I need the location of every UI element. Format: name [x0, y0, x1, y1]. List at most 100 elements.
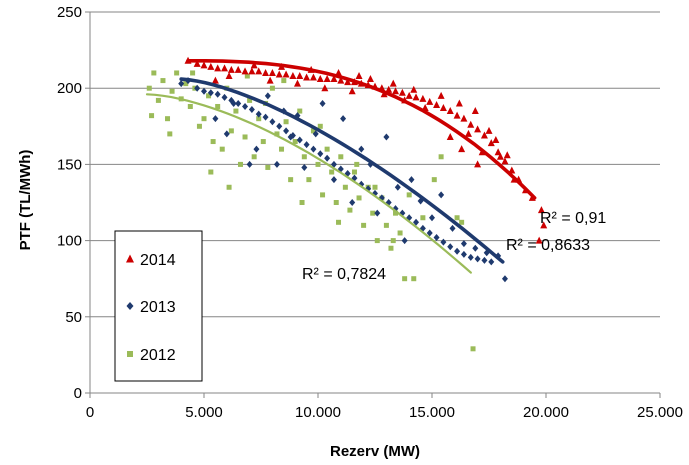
data-point-2013: [429, 214, 435, 222]
data-point-2013: [296, 136, 303, 144]
data-point-2014: [535, 236, 543, 244]
data-point-2012: [274, 131, 280, 137]
data-point-2014: [275, 70, 283, 78]
data-point-2013: [253, 145, 260, 153]
data-point-2012: [372, 184, 378, 190]
data-point-2012: [297, 108, 303, 114]
data-point-2013: [276, 122, 283, 130]
data-point-2014: [225, 72, 233, 80]
legend-marker-2012: [127, 351, 133, 357]
data-point-2012: [260, 139, 266, 145]
data-point-2012: [347, 207, 353, 213]
r2-label-2012: R² = 0,7824: [302, 266, 386, 283]
data-point-2014: [496, 152, 504, 160]
data-point-2012: [226, 184, 232, 190]
data-point-2014: [221, 64, 229, 72]
data-point-2014: [211, 76, 219, 84]
data-point-2014: [480, 131, 488, 139]
data-point-2012: [288, 177, 294, 183]
data-point-2012: [306, 177, 312, 183]
data-point-2012: [406, 192, 412, 198]
data-point-2013: [440, 238, 447, 246]
data-point-2012: [438, 154, 444, 160]
data-point-2013: [283, 127, 290, 135]
data-point-2014: [392, 87, 400, 95]
data-point-2014: [289, 72, 297, 80]
data-point-2012: [160, 78, 166, 84]
data-point-2013: [481, 256, 488, 264]
data-point-2014: [501, 157, 509, 165]
data-point-2012: [470, 346, 476, 352]
data-point-2014: [227, 65, 235, 73]
data-point-2014: [460, 114, 468, 122]
data-point-2014: [266, 76, 274, 84]
legend-marker-2014: [126, 254, 134, 263]
data-point-2012: [338, 154, 344, 160]
data-point-2013: [301, 163, 308, 171]
trendline-2014: [186, 58, 537, 200]
data-point-2013: [255, 110, 262, 118]
data-point-2014: [467, 120, 475, 128]
data-point-2014: [385, 85, 393, 93]
legend-label-2012: 2012: [140, 347, 176, 364]
data-point-2014: [494, 148, 502, 156]
data-point-2012: [146, 85, 152, 91]
data-point-2013: [433, 234, 440, 242]
data-point-2014: [503, 151, 511, 159]
data-point-2014: [410, 85, 418, 93]
x-axis-title: Rezerv (MW): [330, 443, 420, 460]
data-point-2012: [215, 103, 221, 109]
x-axis-ticks: 0 5.000 10.000 15.000 20.000 25.000: [86, 393, 683, 421]
data-point-2014: [437, 91, 445, 99]
data-point-2012: [370, 210, 376, 216]
x-tick-label: 0: [86, 404, 94, 421]
data-point-2014: [485, 126, 493, 134]
data-point-2013: [408, 176, 415, 184]
data-point-2013: [235, 99, 242, 107]
data-point-2012: [167, 131, 173, 137]
data-point-2014: [471, 107, 479, 115]
data-point-2012: [244, 73, 250, 79]
data-point-2014: [474, 125, 482, 133]
trendline-2012: [145, 93, 472, 274]
data-point-2013: [467, 253, 474, 261]
data-point-2013: [230, 99, 237, 107]
data-point-2013: [330, 176, 337, 184]
data-point-2013: [394, 183, 401, 191]
data-point-2012: [283, 119, 289, 125]
data-point-2012: [383, 222, 389, 228]
data-point-2013: [401, 237, 408, 245]
data-point-2013: [358, 145, 365, 153]
data-point-2012: [374, 238, 380, 244]
data-point-2013: [221, 93, 228, 101]
data-point-2013: [454, 247, 461, 255]
data-point-2014: [405, 91, 413, 99]
legend-marker-2013: [126, 302, 134, 310]
data-point-2012: [242, 134, 248, 140]
data-point-2012: [342, 184, 348, 190]
data-point-2012: [299, 200, 305, 205]
data-point-2012: [336, 219, 342, 225]
data-point-2014: [255, 67, 263, 75]
data-point-2012: [281, 78, 287, 84]
data-point-2014: [207, 62, 215, 70]
data-point-2012: [420, 215, 426, 221]
data-point-2013: [438, 191, 445, 199]
y-axis-title: PTF (TL/MWh): [17, 150, 34, 251]
data-point-2013: [474, 255, 481, 263]
data-point-2014: [464, 129, 472, 137]
data-point-2013: [194, 84, 201, 92]
data-point-2013: [264, 92, 271, 100]
data-point-2014: [250, 61, 258, 69]
data-point-2012: [219, 146, 225, 152]
data-point-2013: [449, 224, 456, 232]
data-point-2013: [223, 130, 230, 138]
data-point-2012: [310, 128, 316, 134]
data-point-2013: [472, 244, 479, 252]
data-point-2013: [246, 160, 253, 168]
data-point-2013: [212, 115, 219, 123]
data-point-2012: [388, 245, 394, 251]
y-tick-label: 150: [57, 156, 82, 173]
y-tick-label: 100: [57, 233, 82, 250]
data-point-2013: [349, 199, 356, 206]
